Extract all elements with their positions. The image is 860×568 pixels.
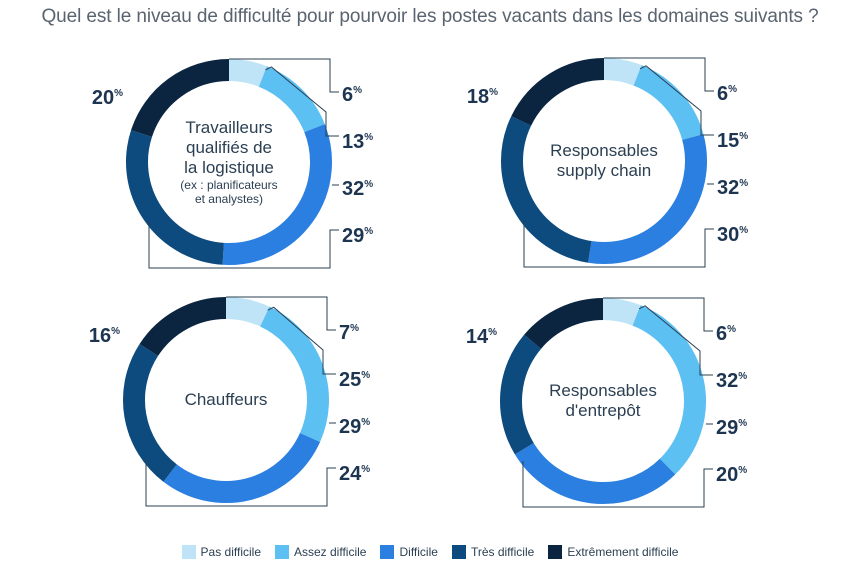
slice-extr-mement-difficile	[511, 58, 605, 127]
slice-extr-mement-difficile	[139, 297, 227, 357]
value-label: 18%	[467, 86, 498, 108]
slice-difficile	[163, 432, 321, 503]
value-label: 7%	[339, 322, 359, 344]
leader-line	[522, 461, 713, 508]
leader-lines	[522, 297, 713, 508]
center-label-line: Responsables	[550, 141, 658, 160]
value-label: 32%	[716, 370, 747, 392]
leader-lines	[148, 58, 339, 269]
leader-line	[148, 222, 339, 269]
value-label: 24%	[339, 463, 370, 485]
legend: Pas difficile Assez difficile Difficile Trè…	[0, 545, 860, 559]
leader-line	[523, 221, 714, 268]
center-label-line: d'entrepôt	[565, 401, 640, 420]
leader-lines	[523, 57, 714, 268]
value-label: 29%	[716, 417, 747, 439]
legend-item: Pas difficile	[181, 545, 261, 559]
center-sublabel-line: (ex : planificateurs	[180, 178, 277, 192]
leader-line	[229, 58, 339, 93]
value-label: 6%	[717, 83, 737, 105]
center-sublabel-line: et analystes)	[195, 192, 263, 206]
slice-pas-difficile	[225, 297, 270, 327]
slice-pas-difficile	[603, 58, 642, 86]
center-label-line: Responsables	[549, 381, 657, 400]
legend-label: Difficile	[399, 545, 438, 559]
legend-swatch	[548, 545, 563, 559]
leader-line	[267, 306, 336, 375]
value-label: 32%	[717, 177, 748, 199]
value-label: 25%	[339, 369, 370, 391]
value-label: 20%	[92, 87, 123, 109]
legend-swatch	[275, 545, 289, 559]
slice-assez-difficile	[259, 306, 329, 442]
legend-label: Extrêmement difficile	[567, 545, 679, 559]
center-label-line: qualifiés de	[186, 138, 272, 157]
legend-swatch	[380, 545, 395, 559]
slice-assez-difficile	[632, 305, 706, 475]
slice-tr-s-difficile	[501, 116, 592, 263]
slice-pas-difficile	[602, 298, 641, 326]
slice-difficile	[222, 124, 332, 265]
slice-pas-difficile	[228, 59, 267, 87]
slice-difficile	[514, 442, 676, 504]
value-label: 29%	[339, 416, 370, 438]
leader-line	[638, 305, 713, 376]
value-label: 20%	[716, 464, 747, 486]
center-label-line: Chauffeurs	[185, 390, 268, 409]
leader-line	[604, 57, 714, 92]
center-label-line: supply chain	[557, 161, 652, 180]
value-label: 29%	[342, 225, 373, 247]
leader-line	[226, 296, 336, 331]
center-label: Chauffeurs	[185, 390, 268, 409]
leader-line	[603, 297, 713, 332]
legend-swatch	[451, 545, 466, 559]
legend-label: Très difficile	[470, 545, 535, 559]
legend-label: Assez difficile	[294, 545, 367, 559]
legend-item: Très difficile	[451, 545, 535, 559]
legend-swatch	[181, 545, 196, 559]
value-label: 14%	[466, 326, 497, 348]
leader-line	[639, 65, 714, 136]
slice-tr-s-difficile	[123, 343, 178, 482]
slice-tr-s-difficile	[500, 334, 542, 455]
slice-tr-s-difficile	[126, 130, 225, 265]
leader-line	[265, 66, 339, 137]
value-label: 16%	[89, 325, 120, 347]
value-label: 6%	[342, 84, 362, 106]
slice-extr-mement-difficile	[524, 298, 604, 350]
value-label: 30%	[717, 224, 748, 246]
value-label: 32%	[342, 178, 373, 200]
leader-lines	[145, 296, 336, 507]
value-label: 15%	[717, 130, 748, 152]
legend-item: Difficile	[380, 545, 438, 559]
legend-label: Pas difficile	[200, 545, 261, 559]
slice-assez-difficile	[258, 66, 325, 133]
page-title: Quel est le niveau de difficulté pour po…	[41, 6, 819, 27]
value-label: 13%	[342, 131, 373, 153]
legend-item: Assez difficile	[275, 545, 366, 559]
slice-difficile	[588, 134, 707, 264]
slice-extr-mement-difficile	[131, 59, 230, 138]
center-label-line: la logistique	[184, 158, 274, 177]
donut-chart-3: 7% 25% 29% 24% 16% Chauffeurs	[89, 296, 370, 507]
legend-item: Extrêmement difficile	[548, 545, 678, 559]
value-label: 6%	[716, 323, 736, 345]
leader-line	[145, 460, 336, 507]
center-label-line: Travailleurs	[185, 118, 272, 137]
slice-assez-difficile	[633, 65, 704, 141]
